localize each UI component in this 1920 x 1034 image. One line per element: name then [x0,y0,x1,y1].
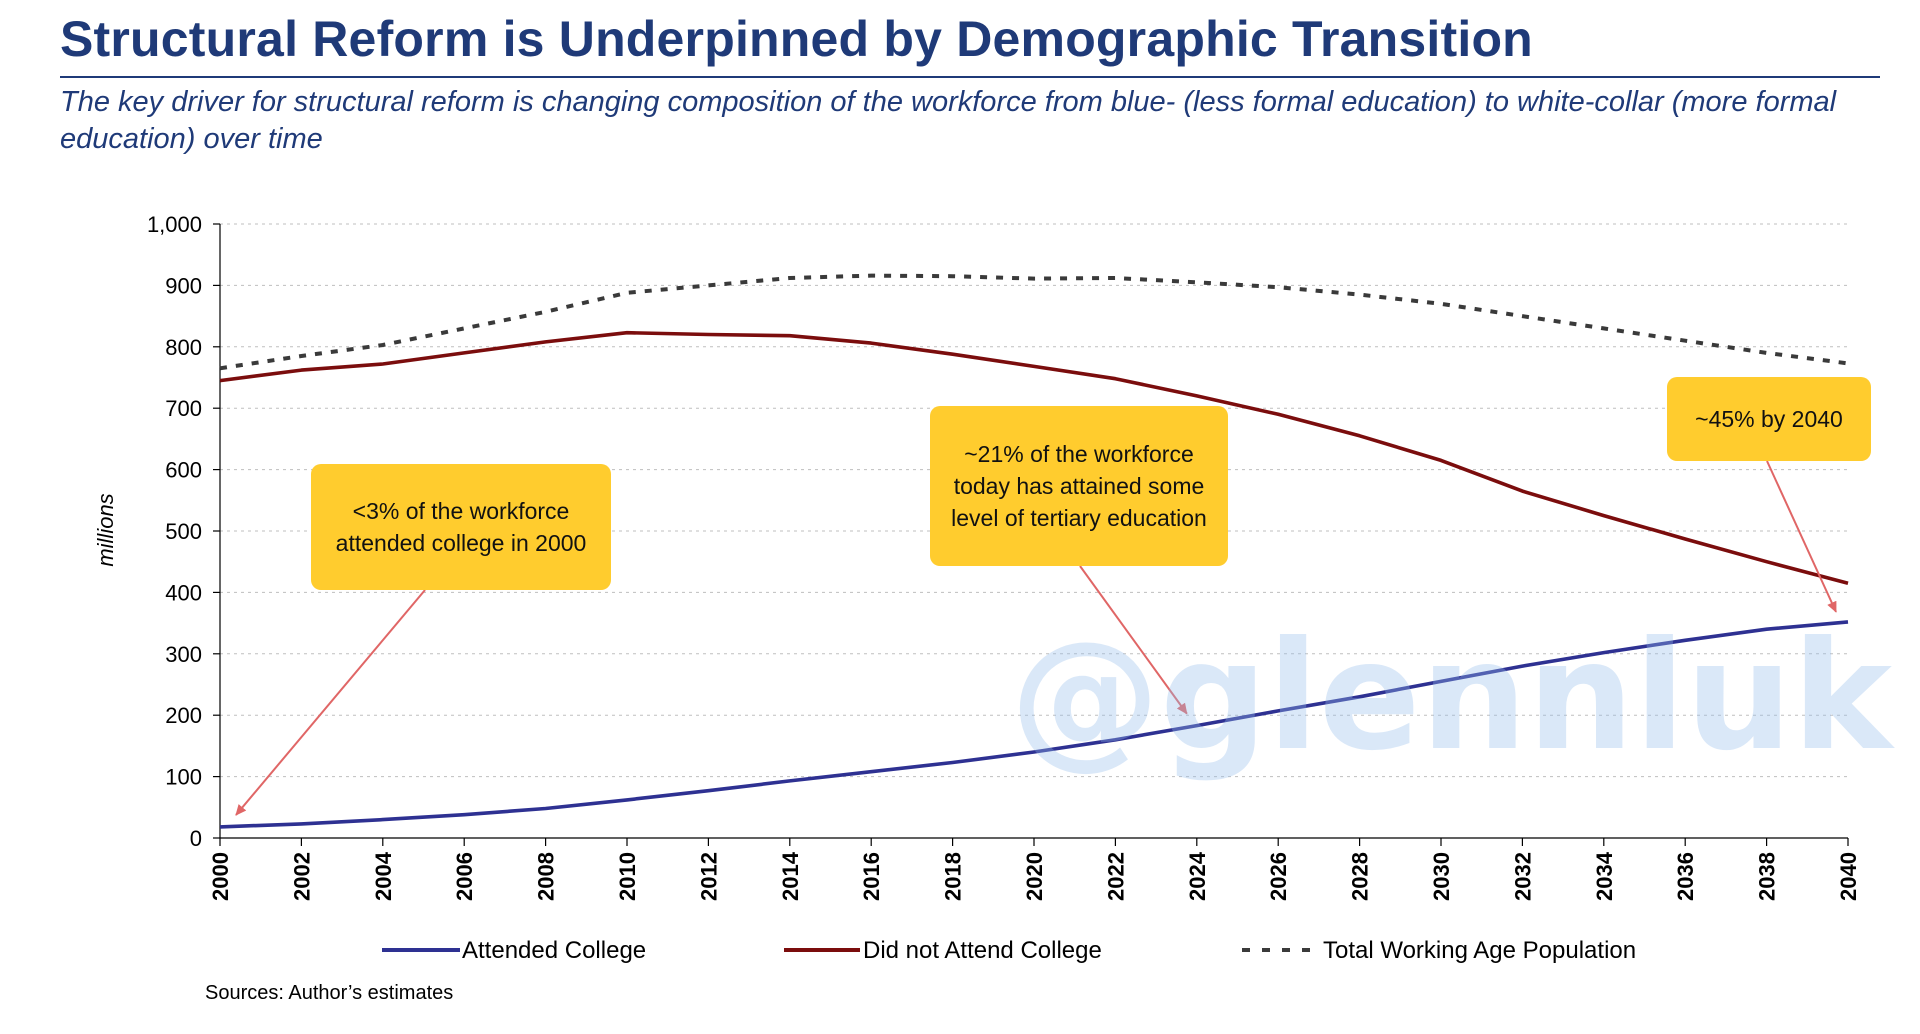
callout-2000: <3% of the workforce attended college in… [311,464,611,590]
y-tick-label: 800 [165,335,202,360]
y-tick-label: 500 [165,519,202,544]
callout-today: ~21% of the workforce today has attained… [930,406,1228,566]
x-tick-label: 2024 [1185,851,1210,901]
x-tick-label: 2000 [208,852,233,901]
x-tick-label: 2008 [534,852,559,901]
x-tick-label: 2006 [452,852,477,901]
y-tick-label: 1,000 [147,212,202,237]
x-tick-label: 2026 [1266,852,1291,901]
title-divider [60,76,1880,78]
y-tick-label: 200 [165,703,202,728]
x-tick-label: 2012 [696,852,721,901]
x-tick-label: 2032 [1510,852,1535,901]
y-tick-label: 900 [165,273,202,298]
series-attended-college [219,620,1849,829]
x-tick-label: 2022 [1103,852,1128,901]
x-tick-label: 2040 [1836,852,1861,901]
x-tick-label: 2004 [371,851,396,901]
slide-subtitle: The key driver for structural reform is … [60,86,1837,155]
legend-did-not-attend-college-label: Did not Attend College [863,937,1102,964]
annotation-arrow [1079,565,1188,715]
y-tick-label: 400 [165,580,202,605]
y-tick-label: 600 [165,458,202,483]
series-total-working-age-population [219,273,1849,371]
annotation-arrow [235,589,426,816]
x-tick-label: 2016 [859,852,884,901]
legend: Attended College Did not Attend College To… [382,937,1636,964]
annotation-arrow [1766,460,1837,613]
y-tick-label: 100 [165,765,202,790]
x-tick-label: 2014 [778,851,803,901]
x-tick-label: 2002 [289,852,314,901]
x-tick-label: 2030 [1429,852,1454,901]
x-tick-label: 2028 [1348,852,1373,901]
legend-total-working-age-population-label: Total Working Age Population [1323,937,1636,964]
y-tick-label: 0 [190,826,202,851]
y-axis-title: millions [93,493,118,566]
y-tick-label: 700 [165,396,202,421]
axes: 0 100 200 300 400 500 600 700 800 900 1,000 2000 200… [147,212,1861,901]
source-note: Sources: Author’s estimates [205,982,454,1004]
legend-attended-college-label: Attended College [462,937,646,964]
x-tick-label: 2018 [941,852,966,901]
x-tick-label: 2020 [1022,852,1047,901]
x-tick-label: 2036 [1673,852,1698,901]
series-did-not-attend-college [219,330,1849,585]
series-lines [219,273,1849,829]
x-tick-label: 2010 [615,852,640,901]
slide-title: Structural Reform is Underpinned by Demo… [60,11,1533,67]
x-tick-label: 2034 [1592,851,1617,901]
x-tick-label: 2038 [1755,852,1780,901]
y-tick-label: 300 [165,642,202,667]
callout-2040: ~45% by 2040 [1667,377,1871,461]
annotation-arrows [235,460,1837,816]
